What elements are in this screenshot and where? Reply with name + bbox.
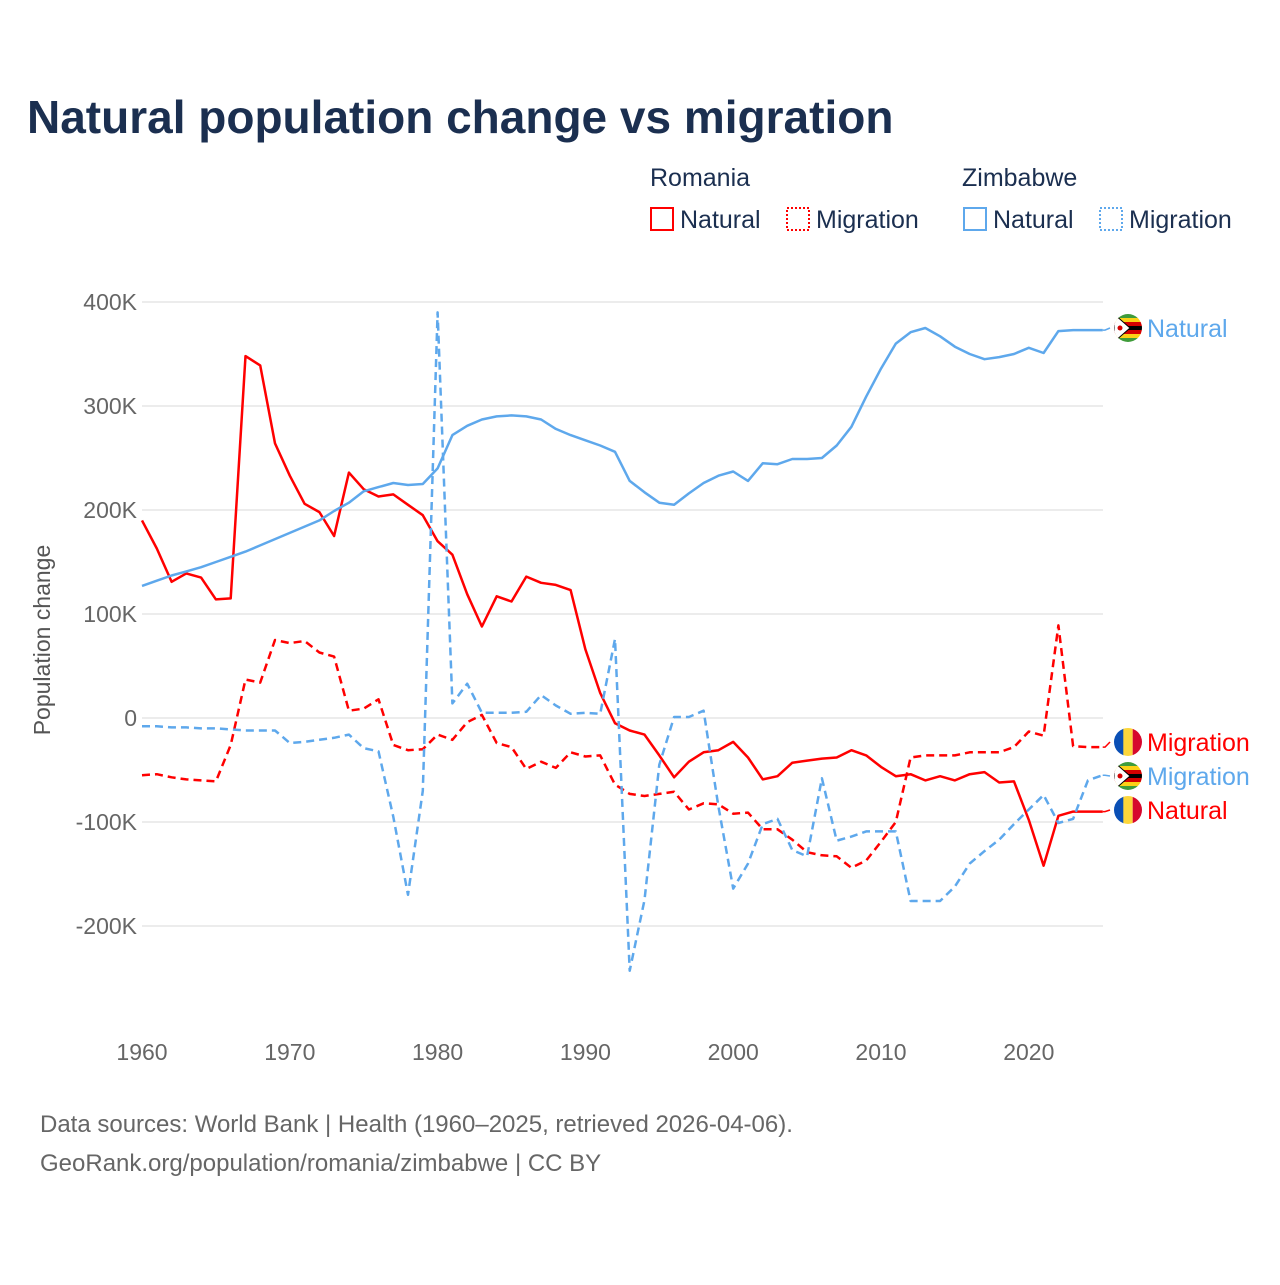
- y-tick-label: 300K: [83, 393, 137, 419]
- x-axis-ticks: 1960 1970 1980 1990 2000 2010 2020: [116, 1039, 1054, 1065]
- legend-group-romania: Romania: [650, 164, 750, 192]
- y-tick-label: 100K: [83, 601, 137, 627]
- end-label-text: Migration: [1147, 729, 1250, 757]
- legend-label-romania-migration[interactable]: Migration: [816, 206, 919, 234]
- x-tick-label: 1990: [560, 1039, 611, 1065]
- gridlines: [142, 301, 1103, 927]
- x-tick-label: 2020: [1003, 1039, 1054, 1065]
- y-axis-label: Population change: [29, 545, 55, 736]
- x-tick-label: 1980: [412, 1039, 463, 1065]
- chart-title: Natural population change vs migration: [27, 91, 893, 143]
- y-tick-label: 200K: [83, 497, 137, 523]
- series-lines: [140, 311, 1104, 972]
- end-label: Natural: [1114, 314, 1228, 343]
- legend-swatch-zimbabwe-migration: [1099, 207, 1123, 231]
- y-tick-label: 0: [124, 705, 137, 731]
- series-line-romania-natural: [140, 354, 1103, 867]
- y-tick-label: 400K: [83, 289, 137, 315]
- x-tick-label: 1960: [116, 1039, 167, 1065]
- end-label-text: Migration: [1147, 763, 1250, 791]
- end-label: Natural: [1114, 796, 1228, 825]
- x-tick-label: 2000: [708, 1039, 759, 1065]
- end-label-connector: [1102, 774, 1111, 777]
- footer-source: Data sources: World Bank | Health (1960–…: [40, 1111, 793, 1138]
- legend-swatch-romania-migration: [786, 207, 810, 231]
- x-tick-label: 1970: [264, 1039, 315, 1065]
- end-label-text: Natural: [1147, 797, 1228, 825]
- legend-swatch-romania-natural: [650, 207, 674, 231]
- zimbabwe-flag-icon: [1114, 762, 1142, 790]
- zimbabwe-flag-icon: [1114, 314, 1142, 342]
- end-label: Migration: [1114, 762, 1250, 791]
- y-axis-ticks: 400K 300K 200K 100K 0 -100K -200K: [76, 289, 138, 939]
- series-line-zimbabwe-migration: [142, 311, 1104, 972]
- legend-group-zimbabwe: Zimbabwe: [962, 164, 1077, 192]
- legend-label-romania-natural[interactable]: Natural: [680, 206, 761, 234]
- legend-label-zimbabwe-migration[interactable]: Migration: [1129, 206, 1232, 234]
- end-labels: Natural Migration Migration Natural: [1102, 314, 1250, 825]
- end-label-connector: [1102, 741, 1111, 748]
- x-tick-label: 2010: [855, 1039, 906, 1065]
- end-label-connector: [1102, 327, 1111, 331]
- end-label: Migration: [1114, 728, 1250, 757]
- romania-flag-icon: [1114, 728, 1142, 756]
- legend-swatch-zimbabwe-natural: [963, 207, 987, 231]
- y-tick-label: -100K: [76, 809, 138, 835]
- footer-link[interactable]: GeoRank.org/population/romania/zimbabwe …: [40, 1150, 601, 1177]
- end-label-text: Natural: [1147, 315, 1228, 343]
- legend: Romania Zimbabwe Natural Migration Natur…: [650, 164, 1232, 234]
- y-tick-label: -200K: [76, 913, 138, 939]
- legend-label-zimbabwe-natural[interactable]: Natural: [993, 206, 1074, 234]
- end-label-connector: [1102, 809, 1111, 813]
- romania-flag-icon: [1114, 796, 1142, 824]
- series-line-zimbabwe-natural: [141, 326, 1103, 588]
